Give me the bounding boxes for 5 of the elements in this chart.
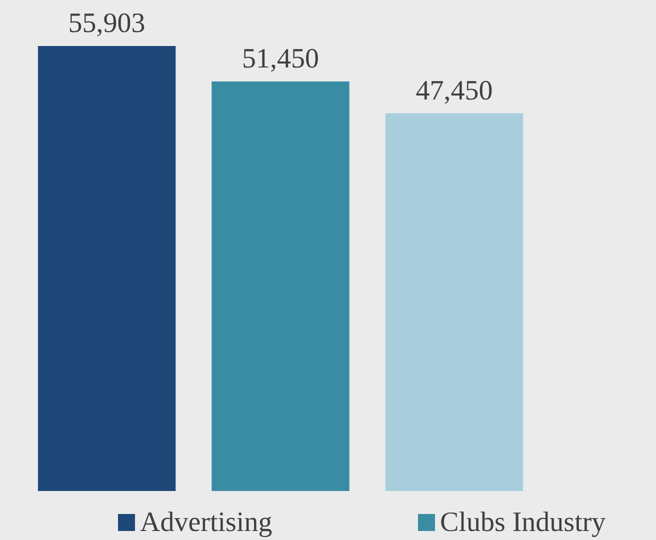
legend-label: Clubs Industry	[440, 507, 606, 538]
data-label: 51,450	[242, 43, 319, 74]
data-label: 55,903	[68, 8, 146, 39]
legend-label: Advertising	[140, 507, 272, 538]
data-label: 47,450	[416, 75, 493, 106]
